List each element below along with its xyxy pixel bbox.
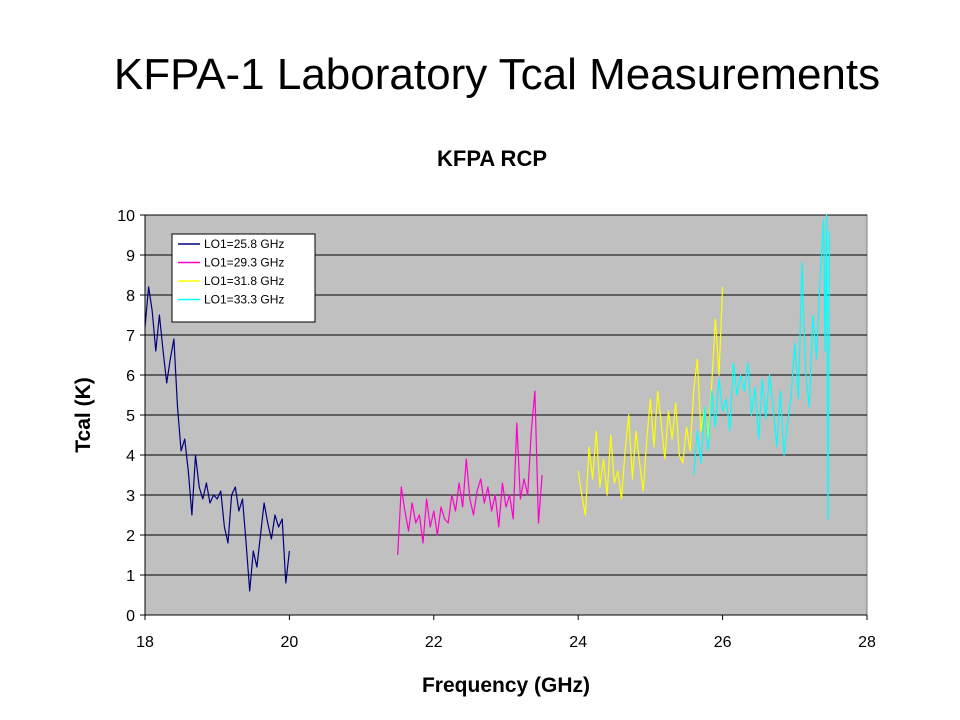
series-line-2 (397, 390, 543, 556)
legend-label: LO1=25.8 GHz (204, 237, 284, 251)
y-tick-label: 7 (126, 328, 135, 345)
x-tick-label: 24 (569, 634, 587, 651)
series-line-4 (693, 214, 831, 520)
x-tick-label: 20 (281, 634, 299, 651)
series-line-1 (144, 286, 290, 592)
axis-ticks: 0 1 2 3 4 5 6 7 8 9 10 18 20 22 24 26 28 (117, 208, 876, 651)
legend-label: LO1=33.3 GHz (204, 293, 284, 307)
x-tick-label: 26 (714, 634, 732, 651)
y-tick-label: 9 (126, 248, 135, 265)
y-tick-label: 10 (117, 208, 135, 225)
y-axis-label: Tcal (K) (72, 377, 95, 452)
x-tick-label: 18 (136, 634, 154, 651)
y-tick-label: 6 (126, 368, 135, 385)
series-line-3 (577, 286, 724, 516)
y-tick-label: 1 (126, 568, 135, 585)
y-tick-label: 8 (126, 288, 135, 305)
y-tick-label: 5 (126, 408, 135, 425)
legend-box (171, 233, 316, 323)
slide-title: KFPA-1 Laboratory Tcal Measurements (113, 50, 881, 99)
x-axis-label: Frequency (GHz) (422, 674, 590, 697)
legend-label: LO1=29.3 GHz (204, 256, 284, 270)
y-tick-label: 0 (126, 608, 135, 625)
y-tick-label: 2 (126, 528, 135, 545)
x-tick-label: 22 (425, 634, 443, 651)
y-tick-label: 4 (126, 448, 135, 465)
chart-title: KFPA RCP (437, 146, 547, 171)
y-tick-label: 3 (126, 488, 135, 505)
legend-label: LO1=31.8 GHz (204, 274, 284, 288)
x-tick-label: 28 (858, 634, 876, 651)
legend: LO1=25.8 GHz LO1=29.3 GHz LO1=31.8 GHz LO1=… (171, 233, 316, 323)
series-lines (144, 214, 831, 592)
